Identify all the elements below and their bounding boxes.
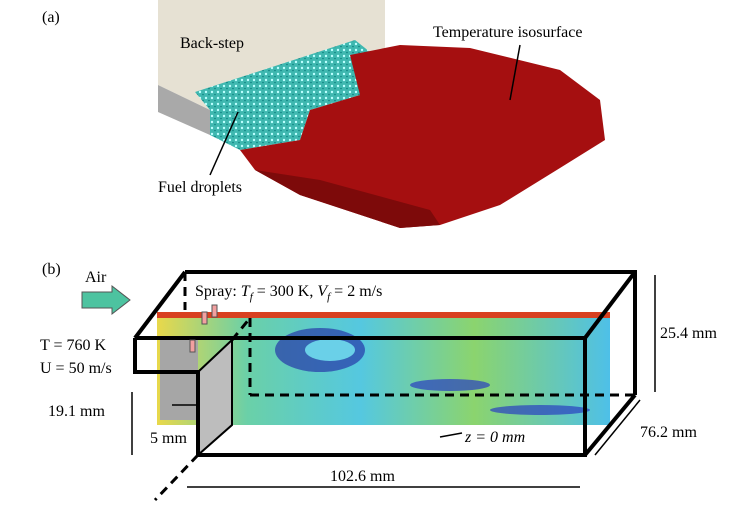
dim-line xyxy=(594,399,641,456)
text: T xyxy=(241,283,251,300)
hot-layer xyxy=(157,312,610,318)
step-top xyxy=(158,0,385,110)
panel-b-labels: (b) Air Spray: Tf = 300 K, Vf = 2 m/s T … xyxy=(40,261,717,485)
annotation: Back-step xyxy=(180,35,244,52)
hidden-edge xyxy=(153,453,200,502)
spray-label: Spray: Tf = 300 K, Vf = 2 m/s xyxy=(195,283,382,303)
step-front xyxy=(158,85,210,135)
text: = 2 m/s xyxy=(330,283,382,300)
spray-arrow xyxy=(201,311,208,325)
droplets xyxy=(195,40,380,150)
leader xyxy=(509,44,521,101)
air-arrow xyxy=(81,284,131,316)
text: f xyxy=(250,291,255,303)
dimension: 5 mm xyxy=(150,430,187,447)
hidden-edge xyxy=(230,317,252,341)
vortex xyxy=(490,405,590,415)
condition: T = 760 K xyxy=(40,337,107,354)
panel-label: (a) xyxy=(42,9,60,26)
box-edge xyxy=(583,270,637,340)
annotation: Temperature isosurface xyxy=(433,24,582,41)
dim-line xyxy=(439,432,463,438)
dimension: 102.6 mm xyxy=(330,468,395,485)
isosurface xyxy=(240,45,605,228)
panel-a: (a) Back-step Temperature isosurface Fue… xyxy=(42,0,605,228)
box-edge xyxy=(133,270,187,340)
step xyxy=(160,340,198,420)
vortex xyxy=(410,379,490,391)
text: V xyxy=(317,283,329,300)
dimension: 19.1 mm xyxy=(48,403,105,420)
panel-b xyxy=(81,270,656,502)
vortex xyxy=(305,339,355,361)
text: f xyxy=(327,291,332,303)
plane-label: z = 0 mm xyxy=(464,429,525,446)
inflow-label: Air xyxy=(85,269,107,286)
condition: U = 50 m/s xyxy=(40,360,112,377)
dimension: 76.2 mm xyxy=(640,424,697,441)
leader xyxy=(209,111,239,176)
panel-label: (b) xyxy=(42,261,61,278)
spray-arrow xyxy=(211,304,218,318)
box-edge xyxy=(583,393,637,457)
spray-arrow xyxy=(189,339,196,353)
dimension: 25.4 mm xyxy=(660,325,717,342)
isosurface-side xyxy=(255,170,440,228)
text: = 300 K, xyxy=(253,283,318,300)
annotation: Fuel droplets xyxy=(158,179,242,196)
text: Spray: xyxy=(195,283,241,300)
